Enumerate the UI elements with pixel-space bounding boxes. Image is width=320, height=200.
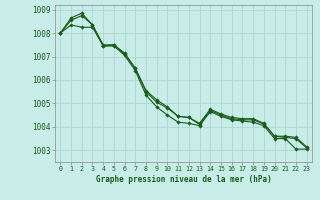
X-axis label: Graphe pression niveau de la mer (hPa): Graphe pression niveau de la mer (hPa)	[96, 175, 271, 184]
